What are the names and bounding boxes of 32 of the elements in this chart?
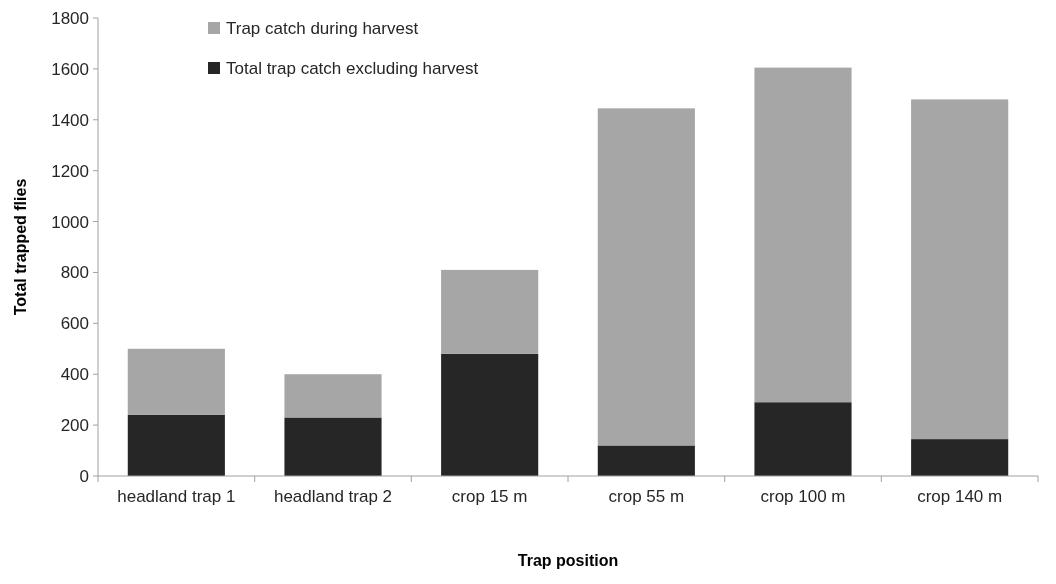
bar (911, 99, 1009, 440)
bar (754, 402, 852, 476)
bar (284, 374, 382, 418)
x-tick-label: headland trap 1 (117, 487, 236, 506)
legend-label: Total trap catch excluding harvest (226, 58, 479, 78)
x-tick-label: crop 55 m (608, 487, 685, 506)
y-tick-label: 600 (60, 314, 89, 334)
y-axis-title: Total trapped flies (12, 178, 29, 316)
y-tick-label: 400 (60, 365, 89, 385)
bar (911, 439, 1009, 476)
x-tick-label: crop 15 m (451, 487, 528, 506)
bar (127, 414, 225, 476)
bar (441, 269, 539, 354)
bar (127, 348, 225, 415)
y-tick-label: 1200 (51, 161, 89, 181)
x-axis-title: Trap position (517, 552, 619, 569)
bar (597, 108, 695, 446)
y-tick-label: 1400 (51, 110, 89, 130)
y-tick-label: 1000 (51, 212, 89, 232)
x-tick-label: crop 140 m (917, 487, 1003, 506)
y-tick-label: 800 (60, 263, 89, 283)
y-tick-label: 200 (60, 416, 89, 436)
y-tick-label: 0 (79, 466, 89, 486)
legend-label: Trap catch during harvest (226, 18, 419, 38)
y-tick-label: 1800 (51, 8, 89, 28)
y-tick-label: 1600 (51, 59, 89, 79)
bar (284, 417, 382, 476)
bar (597, 445, 695, 476)
bar (754, 67, 852, 403)
x-tick-label: crop 100 m (760, 487, 846, 506)
x-tick-label: headland trap 2 (273, 487, 393, 506)
bar (441, 353, 539, 476)
